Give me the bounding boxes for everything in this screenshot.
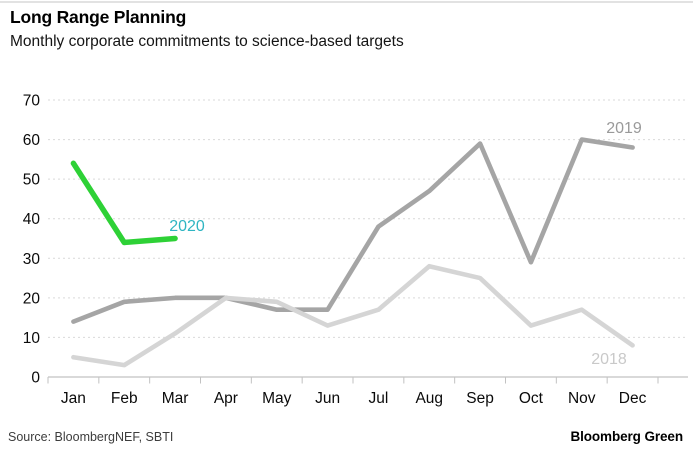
x-axis-label: Sep xyxy=(466,390,494,407)
x-axis-label: Oct xyxy=(519,390,544,407)
x-axis-label: Dec xyxy=(619,390,647,407)
x-axis-label: Nov xyxy=(568,390,596,407)
series-line-2018 xyxy=(71,263,635,368)
series-label-2020: 2020 xyxy=(169,218,205,235)
y-axis-label: 30 xyxy=(23,251,41,268)
series-line-2019 xyxy=(71,137,635,324)
x-axis-label: May xyxy=(262,390,292,407)
y-axis-label: 40 xyxy=(23,211,41,228)
y-axis-label: 60 xyxy=(23,132,41,149)
y-axis-label: 50 xyxy=(23,172,41,189)
brand-logo: Bloomberg Green xyxy=(570,429,683,444)
x-axis-label: Jul xyxy=(369,390,389,407)
x-axis-label: Aug xyxy=(415,390,443,407)
x-axis-label: Apr xyxy=(214,390,238,407)
y-axis-label: 70 xyxy=(23,93,41,110)
x-axis-label: Jun xyxy=(315,390,340,407)
page-title: Long Range Planning xyxy=(10,7,187,27)
top-divider xyxy=(0,1,693,3)
y-axis-label: 20 xyxy=(23,290,41,307)
series-line-2020 xyxy=(70,160,178,246)
source-credit: Source: BloombergNEF, SBTI xyxy=(8,430,174,444)
chart-subtitle: Monthly corporate commitments to science… xyxy=(10,33,404,50)
series-label-2019: 2019 xyxy=(606,120,642,137)
x-axis-label: Feb xyxy=(111,390,138,407)
y-axis-label: 0 xyxy=(31,370,40,387)
x-axis-label: Mar xyxy=(162,390,189,407)
x-axis-label: Jan xyxy=(61,390,86,407)
series-label-2018: 2018 xyxy=(591,351,627,368)
y-axis-label: 10 xyxy=(23,330,41,347)
